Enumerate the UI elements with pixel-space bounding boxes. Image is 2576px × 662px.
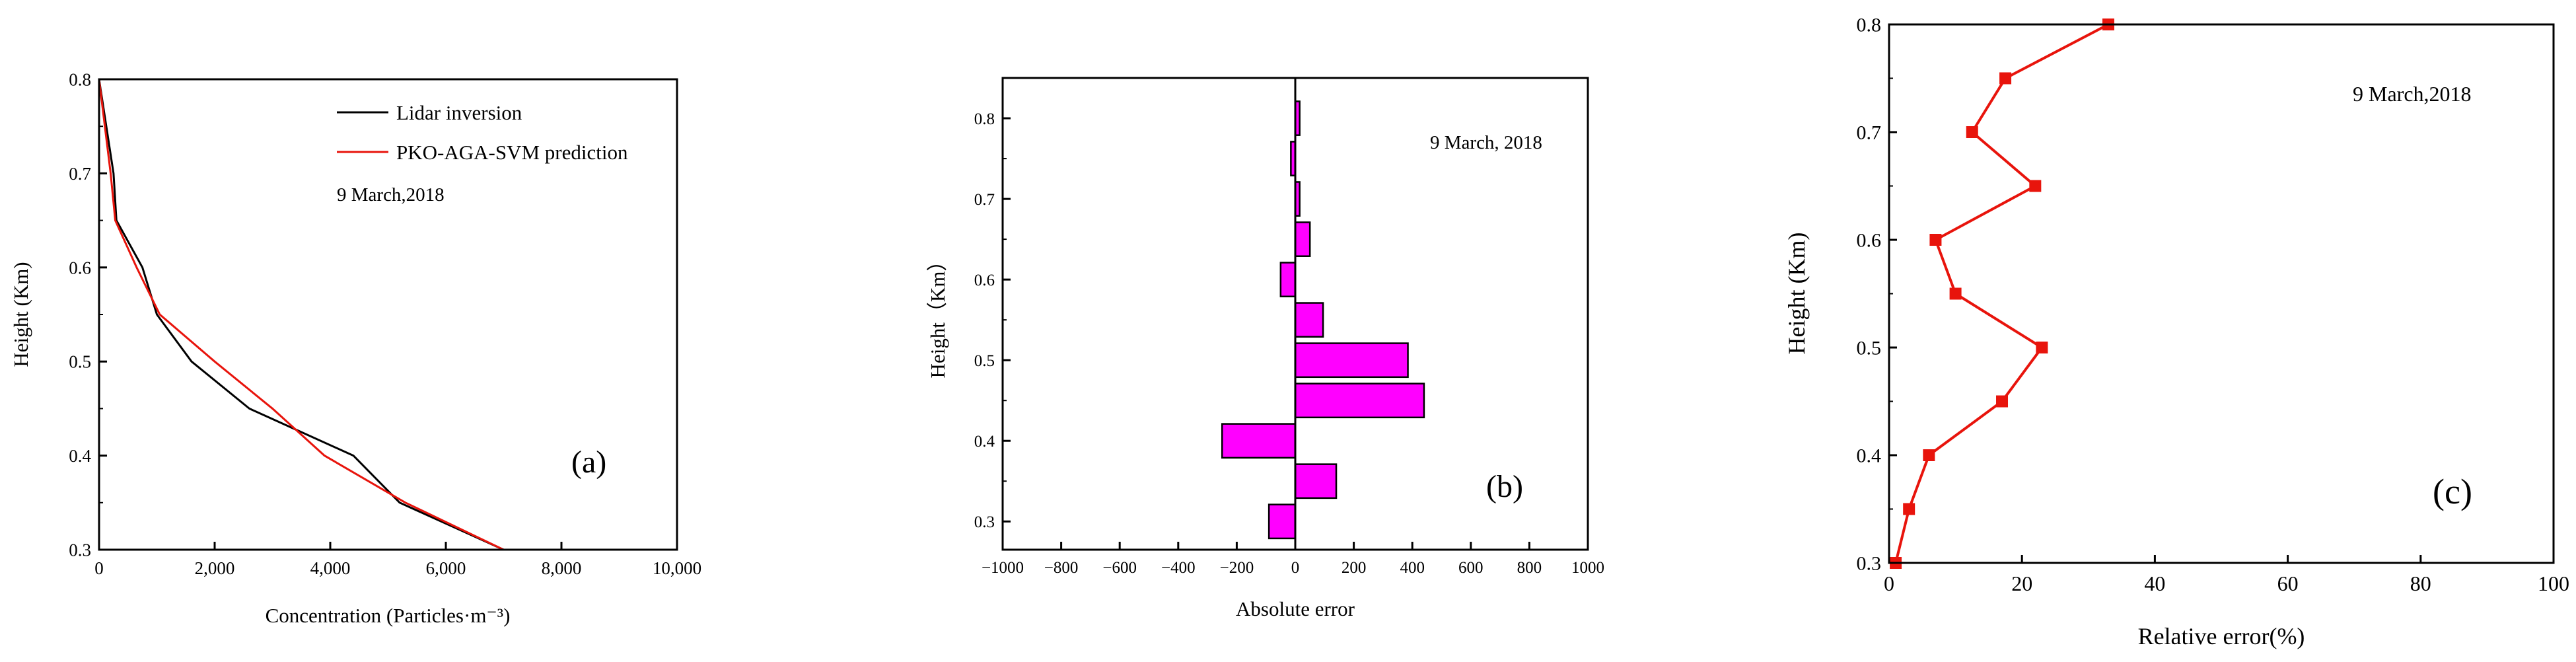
panel-c-label: (c) xyxy=(2433,472,2472,511)
panel-c-x-ticks: 0 20 40 60 80 100 xyxy=(1884,555,2569,595)
y-tick-label: 0.8 xyxy=(1857,15,1882,36)
error-bar xyxy=(1294,302,1324,338)
panel-c-y-ticks: 0.3 0.4 0.5 0.6 0.7 0.8 xyxy=(1857,15,1897,575)
x-tick-label: 0 xyxy=(94,558,104,578)
x-tick-label: 6,000 xyxy=(426,558,466,578)
x-tick-label: 20 xyxy=(2011,571,2032,595)
x-tick-label: 0 xyxy=(1291,559,1300,577)
x-tick-label: −1000 xyxy=(982,559,1024,577)
y-tick-label: 0.8 xyxy=(974,110,995,128)
y-tick-label: 0.4 xyxy=(1857,445,1882,467)
panel-b: −1000 −800 −600 −400 −200 0 200 400 600 800 1000 0… xyxy=(926,77,1604,620)
y-tick-label: 0.7 xyxy=(69,164,91,184)
y-tick-label: 0.3 xyxy=(69,540,91,560)
x-tick-label: 800 xyxy=(1517,559,1542,577)
y-tick-label: 0.5 xyxy=(69,352,91,372)
legend-label-lidar: Lidar inversion xyxy=(396,101,522,124)
panel-b-date-annotation: 9 March, 2018 xyxy=(1430,132,1542,153)
panel-a-y-ticks: 0.3 0.4 0.5 0.6 0.7 0.8 xyxy=(69,69,107,560)
x-tick-label: 1000 xyxy=(1571,559,1604,577)
panel-b-y-axis-label: Height（Km） xyxy=(926,251,949,379)
y-tick-label: 0.6 xyxy=(974,272,995,289)
y-tick-label: 0.4 xyxy=(974,433,995,451)
x-tick-label: 400 xyxy=(1400,559,1425,577)
panel-b-label: (b) xyxy=(1486,469,1523,504)
panel-a-x-ticks: 0 2,000 4,000 6,000 8,000 10,000 xyxy=(94,542,701,578)
relative-error-point xyxy=(1966,126,1978,138)
panel-c-date-annotation: 9 March,2018 xyxy=(2353,82,2472,106)
panel-c-y-axis-label: Height (Km) xyxy=(1783,233,1810,355)
panel-a-legend: Lidar inversion PKO-AGA-SVM prediction xyxy=(337,101,628,164)
relative-error-line xyxy=(1894,23,2109,564)
y-tick-label: 0.7 xyxy=(1857,122,1882,144)
y-tick-label: 0.5 xyxy=(1857,338,1882,359)
relative-error-point xyxy=(1929,234,1942,246)
y-tick-label: 0.8 xyxy=(69,69,91,89)
panel-c: 0 20 40 60 80 100 0.3 0.4 0.5 0.6 0.7 0.8 Relative… xyxy=(1783,15,2569,650)
x-tick-label: 40 xyxy=(2144,571,2165,595)
panel-b-x-axis-label: Absolute error xyxy=(1236,597,1355,620)
x-tick-label: 8,000 xyxy=(542,558,582,578)
x-tick-label: 10,000 xyxy=(653,558,701,578)
series-line-pko-aga-svm-prediction xyxy=(98,79,505,551)
x-tick-label: 60 xyxy=(2277,571,2299,595)
x-tick-label: 4,000 xyxy=(310,558,351,578)
x-tick-label: −600 xyxy=(1102,559,1137,577)
panel-b-x-ticks: −1000 −800 −600 −400 −200 0 200 400 600 800 1000 xyxy=(982,542,1604,577)
relative-error-point xyxy=(1999,72,2012,85)
y-tick-label: 0.5 xyxy=(974,352,995,370)
relative-error-point xyxy=(1996,395,2009,408)
relative-error-point xyxy=(2036,342,2048,353)
error-bar xyxy=(1294,383,1425,419)
panel-a-marks xyxy=(98,79,505,551)
y-tick-label: 0.6 xyxy=(1857,230,1882,252)
panel-a-date-annotation: 9 March,2018 xyxy=(337,184,445,205)
panel-c-marks xyxy=(1890,18,2114,569)
x-tick-label: −200 xyxy=(1220,559,1254,577)
error-bar xyxy=(1268,503,1297,540)
y-tick-label: 0.4 xyxy=(69,446,91,466)
x-tick-label: 600 xyxy=(1458,559,1484,577)
relative-error-point xyxy=(1923,449,1935,461)
error-bar xyxy=(1294,342,1409,379)
y-tick-label: 0.7 xyxy=(974,191,995,209)
relative-error-point xyxy=(1903,503,1915,515)
panel-b-marks xyxy=(1221,100,1425,540)
x-tick-label: 80 xyxy=(2410,571,2431,595)
x-tick-label: 0 xyxy=(1884,571,1894,595)
x-tick-label: 100 xyxy=(2538,571,2569,595)
panel-a-y-axis-label: Height (Km) xyxy=(9,262,32,367)
y-tick-label: 0.3 xyxy=(974,513,995,531)
series-line-lidar-inversion xyxy=(98,79,505,551)
error-bar xyxy=(1279,262,1297,298)
panel-a-label: (a) xyxy=(571,445,606,480)
panel-c-x-axis-label: Relative error(%) xyxy=(2138,623,2305,649)
error-bar xyxy=(1221,423,1297,459)
y-tick-label: 0.6 xyxy=(69,258,91,277)
x-tick-label: −800 xyxy=(1044,559,1079,577)
x-tick-label: 200 xyxy=(1342,559,1367,577)
x-tick-label: −400 xyxy=(1161,559,1196,577)
panel-a: 0 2,000 4,000 6,000 8,000 10,000 0.3 0.4 0.5 0.6… xyxy=(9,69,701,627)
error-bar xyxy=(1294,463,1338,499)
relative-error-point xyxy=(1949,287,1962,300)
y-tick-label: 0.3 xyxy=(1857,553,1882,575)
legend-label-prediction: PKO-AGA-SVM prediction xyxy=(396,141,628,164)
panel-a-x-axis-label: Concentration (Particles·m⁻³) xyxy=(266,604,511,627)
x-tick-label: 2,000 xyxy=(195,558,235,578)
relative-error-point xyxy=(2029,180,2042,192)
panel-b-y-ticks: 0.3 0.4 0.5 0.6 0.7 0.8 xyxy=(974,110,1011,531)
error-bar xyxy=(1294,221,1311,257)
